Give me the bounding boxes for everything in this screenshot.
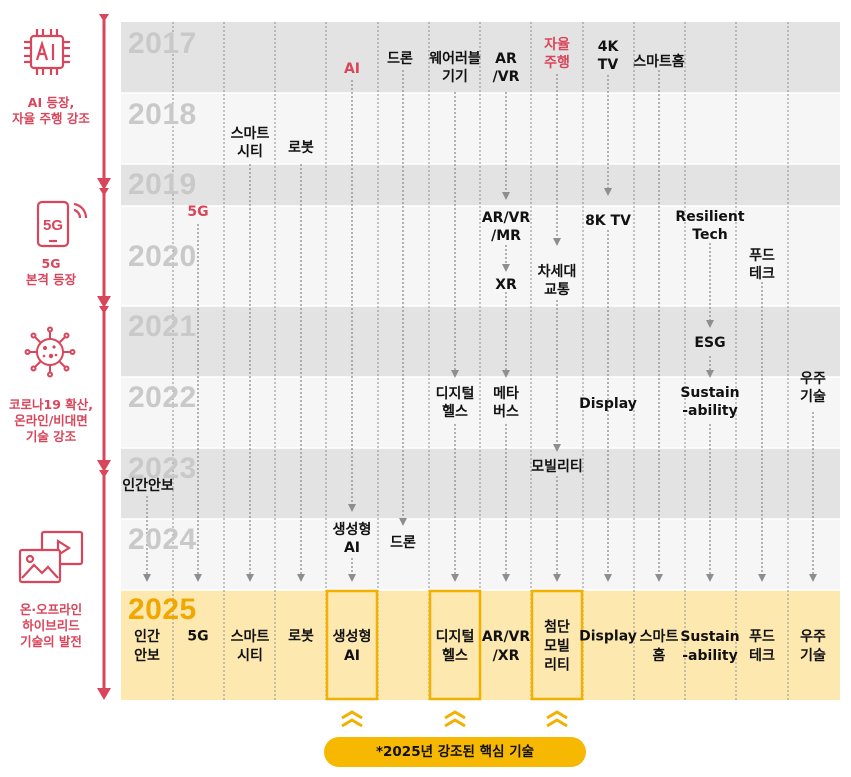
era-label-hybrid: 온·오프라인 하이브리드 기술의 발전 [19,602,83,649]
year-label: 2018 [128,98,197,131]
media-window-icon [18,530,84,584]
tech-label-sustain: Sustain -ability [680,385,740,419]
tech-label-drone: 드론 [387,51,413,67]
era-label-covid: 코로나19 확산, 온라인/비대면 기술 강조 [9,397,93,444]
final-cell: 인간 안보 [134,629,160,664]
tech-label-space: 우주 기술 [800,371,826,405]
final-cell: 로봇 [288,628,314,645]
year-label: 2024 [128,523,197,556]
final-cell: 5G [187,628,209,645]
tech-label-5g: 5G [187,204,209,220]
final-cell-highlight: 첨단 모빌 리티 [544,619,570,674]
tech-label-dighealth: 디지털 헬스 [435,386,475,420]
year-label: 2023 [128,452,197,485]
tech-label-esg: ESG [694,335,726,351]
tech-label-display: Display [579,396,637,412]
tech-label-resilient: Resilient Tech [675,209,745,243]
tech-label-nextmob: 차세대 교통 [537,264,577,298]
year-label: 2021 [128,310,197,343]
tech-label-xr: XR [495,277,517,293]
tech-label-mobility: 모빌리티 [531,459,583,475]
final-cell: Sustain -ability [680,629,740,664]
era-timeline-arrows [97,14,111,700]
final-cell-highlight: 생성형 AI [332,629,372,664]
final-cell: 스마트 홈 [639,629,679,664]
tech-label-smartcity: 스마트 시티 [230,126,270,160]
era-label-5g: 5G 본격 등장 [25,256,77,287]
ai-chip-icon [24,29,70,75]
key-tech-badge: *2025년 강조된 핵심 기술 [324,737,586,767]
5g-phone-icon: 5G [36,200,88,248]
final-cell: Display [579,628,637,645]
year-label: 2020 [128,240,197,273]
year-label: 2017 [128,27,197,60]
tech-label-ai: AI [343,61,361,77]
tech-label-robot: 로봇 [288,140,314,156]
tech-label-drone-2024: 드론 [390,535,416,551]
tech-label-arvr: AR /VR [492,51,520,85]
tech-label-4ktv: 4K TV [597,39,619,73]
virus-icon [24,326,76,378]
final-cell: AR/VR /XR [481,629,531,664]
svg-text:5G: 5G [43,217,63,234]
year-label: 2022 [128,381,197,414]
tech-label-metaverse: 메타 버스 [493,386,519,420]
final-cell-highlight: 디지털 헬스 [435,629,475,664]
tech-label-arvrmr: AR/VR /MR [481,210,531,244]
year-label: 2019 [128,168,197,201]
tech-label-genai: 생성형 AI [332,522,372,556]
final-cell: 우주 기술 [800,629,826,664]
tech-label-8ktv: 8K TV [585,213,631,229]
tech-label-security: 인간안보 [122,478,174,494]
tech-label-wearable: 웨어러블 기기 [429,51,481,85]
tech-label-autodrive: 자율 주행 [544,37,570,71]
era-label-ai: AI 등장, 자율 주행 강조 [12,95,90,126]
final-cell: 푸드 테크 [749,629,775,664]
tech-label-foodtech: 푸드 테크 [749,248,775,282]
year-label-current: 2025 [128,593,197,626]
tech-label-smarthome: 스마트홈 [633,54,685,70]
final-cell: 스마트 시티 [230,629,270,664]
